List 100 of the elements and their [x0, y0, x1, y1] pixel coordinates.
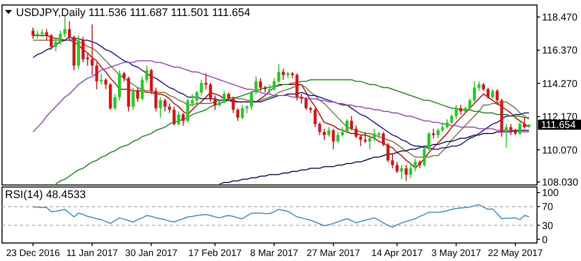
candlestick: [95, 62, 98, 90]
candlestick: [195, 90, 198, 108]
candlestick: [400, 164, 404, 180]
x-tick-label: 22 May 2017: [488, 248, 543, 259]
candlestick: [386, 142, 390, 162]
candlestick: [382, 131, 385, 147]
candlestick: [58, 30, 62, 46]
candlestick: [50, 33, 53, 50]
candlestick: [268, 84, 272, 94]
candlestick: [314, 108, 317, 128]
candlestick: [304, 96, 308, 110]
y-tick-label: 114.270: [542, 78, 578, 90]
candlestick: [332, 128, 335, 150]
y-tick-label: 30: [542, 220, 554, 232]
candlestick: [104, 78, 108, 90]
candlestick: [346, 118, 348, 134]
candlestick: [509, 124, 512, 136]
candlestick: [82, 36, 85, 63]
y-tick-label: 118.470: [542, 12, 578, 24]
candlestick: [208, 82, 212, 102]
line-series: [32, 60, 530, 132]
text: 111.654: [541, 120, 576, 132]
candlestick: [446, 118, 449, 130]
candlestick: [150, 68, 153, 94]
candlestick: [277, 63, 280, 84]
candlestick: [441, 122, 444, 132]
candlestick: [158, 96, 162, 118]
candlestick: [163, 98, 166, 112]
candlestick: [168, 102, 171, 114]
candlestick: [300, 93, 303, 104]
candlestick: [327, 126, 330, 138]
chart-title: RSI(14) 48.4533: [5, 189, 86, 201]
candlestick: [295, 72, 298, 101]
candlestick: [122, 71, 126, 82]
x-tick-label: 8 Mar 2017: [250, 248, 298, 259]
line-series: [32, 204, 530, 228]
candlestick: [486, 87, 490, 100]
candlestick: [214, 95, 216, 110]
candlestick: [172, 106, 176, 126]
candlestick: [409, 163, 412, 178]
candlestick: [154, 87, 158, 112]
candlestick: [100, 72, 103, 85]
candlestick: [432, 128, 435, 139]
candlestick: [204, 72, 208, 90]
candlestick: [200, 79, 203, 96]
x-tick-label: 11 Jan 2017: [66, 248, 118, 259]
candlestick: [250, 90, 253, 110]
candlestick: [350, 116, 354, 131]
candlestick: [108, 82, 112, 110]
candlestick: [140, 76, 144, 101]
candlestick: [427, 131, 430, 152]
candlestick: [354, 125, 358, 139]
candlestick: [522, 117, 526, 130]
candlestick: [45, 28, 48, 41]
y-tick-label: 70: [542, 202, 554, 214]
x-tick-label: 14 Apr 2017: [371, 248, 423, 259]
candlestick: [136, 87, 140, 102]
candlestick: [113, 93, 116, 110]
candlestick: [90, 24, 94, 76]
candlestick: [118, 70, 121, 101]
candlestick: [336, 131, 340, 144]
candlestick: [454, 104, 458, 120]
candlestick: [491, 88, 494, 100]
candlestick: [404, 164, 408, 182]
candlestick: [182, 112, 185, 126]
y-tick-label: 100: [542, 188, 560, 200]
candlestick: [254, 76, 258, 94]
candlestick: [496, 88, 499, 106]
x-tick-label: 27 Mar 2017: [306, 248, 360, 259]
candlestick: [472, 80, 476, 102]
candlestick: [436, 128, 440, 139]
candlestick: [240, 104, 244, 120]
candlestick: [364, 131, 367, 144]
candlestick: [132, 87, 135, 110]
candlestick: [359, 134, 362, 147]
candlestick: [459, 104, 462, 116]
y-tick-label: 116.370: [542, 46, 578, 57]
candlestick: [272, 78, 276, 92]
candlestick: [477, 80, 480, 92]
candlestick: [259, 78, 262, 92]
y-tick-label: 108.030: [542, 177, 579, 188]
x-tick-label: 17 Feb 2017: [188, 248, 242, 259]
candlestick: [396, 161, 399, 174]
candlestick: [177, 110, 180, 126]
candlestick: [340, 126, 344, 138]
x-tick-label: 30 Jan 2017: [125, 248, 178, 259]
candlestick: [518, 120, 522, 136]
candlestick: [422, 147, 426, 168]
x-tick-label: 23 Dec 2016: [6, 248, 60, 259]
candlestick: [468, 98, 472, 110]
candlestick: [318, 122, 322, 136]
candlestick: [450, 114, 454, 124]
chart-title: USDJPY,Daily 111.536 111.687 111.501 111.654: [16, 7, 250, 19]
candlestick: [282, 68, 285, 80]
y-tick-label: 110.070: [542, 145, 578, 156]
candlestick: [232, 96, 235, 114]
candlestick: [32, 27, 34, 40]
x-tick-label: 3 May 2017: [431, 248, 482, 259]
y-tick-label: 0: [542, 234, 548, 246]
candlestick: [68, 20, 71, 41]
